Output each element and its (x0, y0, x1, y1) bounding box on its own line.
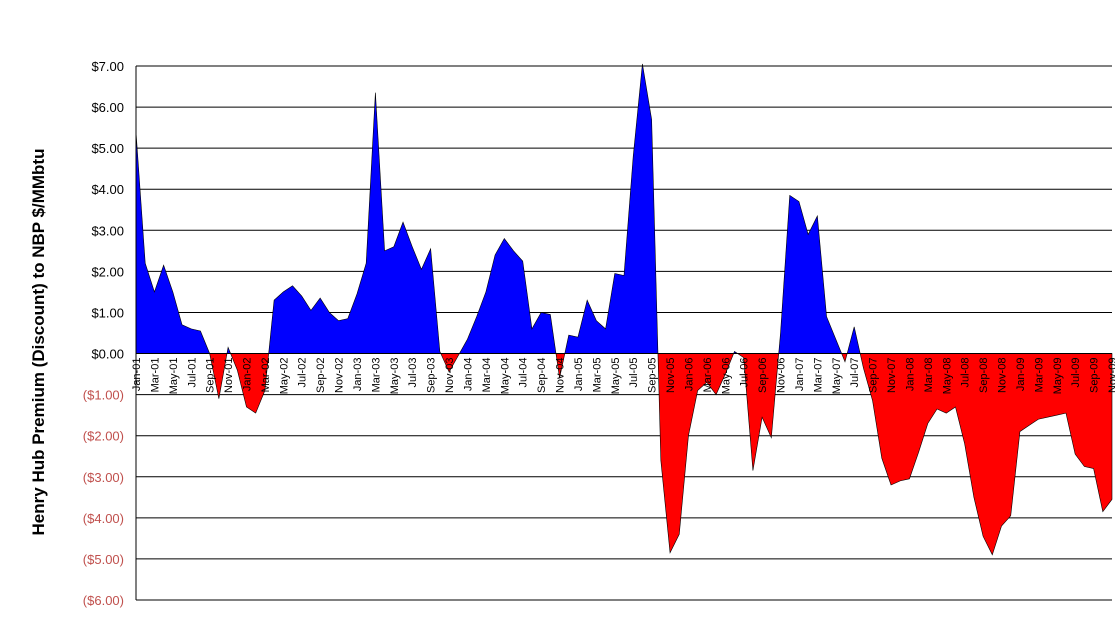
y-tick-label: $0.00 (91, 347, 124, 362)
x-tick-label: May-08 (941, 358, 953, 395)
x-tick-label: Jan-09 (1015, 358, 1027, 392)
x-tick-label: Jul-03 (407, 358, 419, 388)
x-tick-label: May-02 (278, 358, 290, 395)
x-tick-label: Mar-06 (702, 358, 714, 393)
x-tick-label: Nov-06 (776, 358, 788, 393)
x-tick-label: Sep-02 (315, 358, 327, 393)
y-tick-label: $2.00 (91, 264, 124, 279)
gridlines (136, 65, 1112, 601)
x-tick-label: Sep-05 (647, 358, 659, 393)
x-tick-label: Jan-02 (241, 358, 253, 392)
x-tick-label: Mar-01 (149, 358, 161, 393)
x-tick-label: Sep-03 (426, 358, 438, 393)
x-tick-label: May-03 (389, 358, 401, 395)
x-tick-label: Jul-05 (628, 358, 640, 388)
x-tick-label: Jul-04 (518, 358, 530, 388)
x-tick-label: Jan-04 (462, 358, 474, 392)
y-tick-label: $3.00 (91, 223, 124, 238)
x-tick-label: Jan-01 (131, 358, 143, 392)
x-tick-label: Jan-06 (683, 358, 695, 392)
x-tick-label: Mar-05 (591, 358, 603, 393)
y-tick-label: $6.00 (91, 100, 124, 115)
x-tick-label: Jan-03 (352, 358, 364, 392)
x-tick-label: Jul-08 (960, 358, 972, 388)
x-tick-label: Nov-05 (665, 358, 677, 393)
x-tick-label: Jul-06 (739, 358, 751, 388)
x-tick-label: Nov-09 (1107, 358, 1115, 393)
x-tick-label: Jan-07 (794, 358, 806, 392)
x-tick-label: Jan-08 (904, 358, 916, 392)
x-tick-label: Sep-04 (536, 358, 548, 393)
y-tick-label: $7.00 (91, 59, 124, 74)
x-tick-label: Jul-01 (186, 358, 198, 388)
y-tick-labels: $7.00 $6.00 $5.00 $4.00 $3.00 $2.00 $1.00 $0.00… (83, 59, 124, 608)
x-tick-label: Mar-04 (481, 358, 493, 393)
x-tick-label: Jul-07 (849, 358, 861, 388)
x-tick-label: Nov-02 (334, 358, 346, 393)
x-tick-label: Nov-07 (886, 358, 898, 393)
x-tick-label: Sep-01 (205, 358, 217, 393)
x-tick-label: May-05 (610, 358, 622, 395)
x-tick-label: Jul-09 (1070, 358, 1082, 388)
y-tick-label: ($1.00) (83, 388, 124, 403)
x-tick-label: Mar-02 (260, 358, 272, 393)
x-tick-label: Nov-01 (223, 358, 235, 393)
y-tick-label: ($2.00) (83, 429, 124, 444)
x-tick-label: May-07 (831, 358, 843, 395)
y-axis-label: Henry Hub Premium (Discount) to NBP $/MM… (29, 149, 48, 536)
x-tick-label: Nov-04 (555, 358, 567, 393)
x-tick-labels: Jan-01 Mar-01 May-01 Jul-01 Sep-01 Nov-01 Jan-… (131, 358, 1115, 395)
x-tick-label: Mar-09 (1033, 358, 1045, 393)
data-area (135, 63, 1113, 556)
x-tick-label: Nov-08 (997, 358, 1009, 393)
y-tick-label: $1.00 (91, 305, 124, 320)
x-tick-label: May-09 (1052, 358, 1064, 395)
x-tick-label: Mar-07 (812, 358, 824, 393)
x-tick-label: Sep-07 (868, 358, 880, 393)
y-tick-label: ($4.00) (83, 511, 124, 526)
x-tick-label: Mar-08 (923, 358, 935, 393)
x-tick-label: May-01 (168, 358, 180, 395)
x-tick-label: May-06 (720, 358, 732, 395)
y-tick-label: ($3.00) (83, 470, 124, 485)
x-tick-label: Sep-08 (978, 358, 990, 393)
y-tick-label: ($6.00) (83, 593, 124, 608)
y-tick-label: ($5.00) (83, 552, 124, 567)
y-tick-label: $5.00 (91, 141, 124, 156)
x-tick-label: Jan-05 (573, 358, 585, 392)
y-tick-label: $4.00 (91, 182, 124, 197)
x-tick-label: Jul-02 (297, 358, 309, 388)
x-tick-label: Sep-09 (1089, 358, 1101, 393)
x-tick-label: Mar-03 (370, 358, 382, 393)
x-tick-label: Nov-03 (444, 358, 456, 393)
x-tick-label: May-04 (499, 358, 511, 395)
axes (135, 66, 1112, 600)
x-tick-label: Sep-06 (757, 358, 769, 393)
